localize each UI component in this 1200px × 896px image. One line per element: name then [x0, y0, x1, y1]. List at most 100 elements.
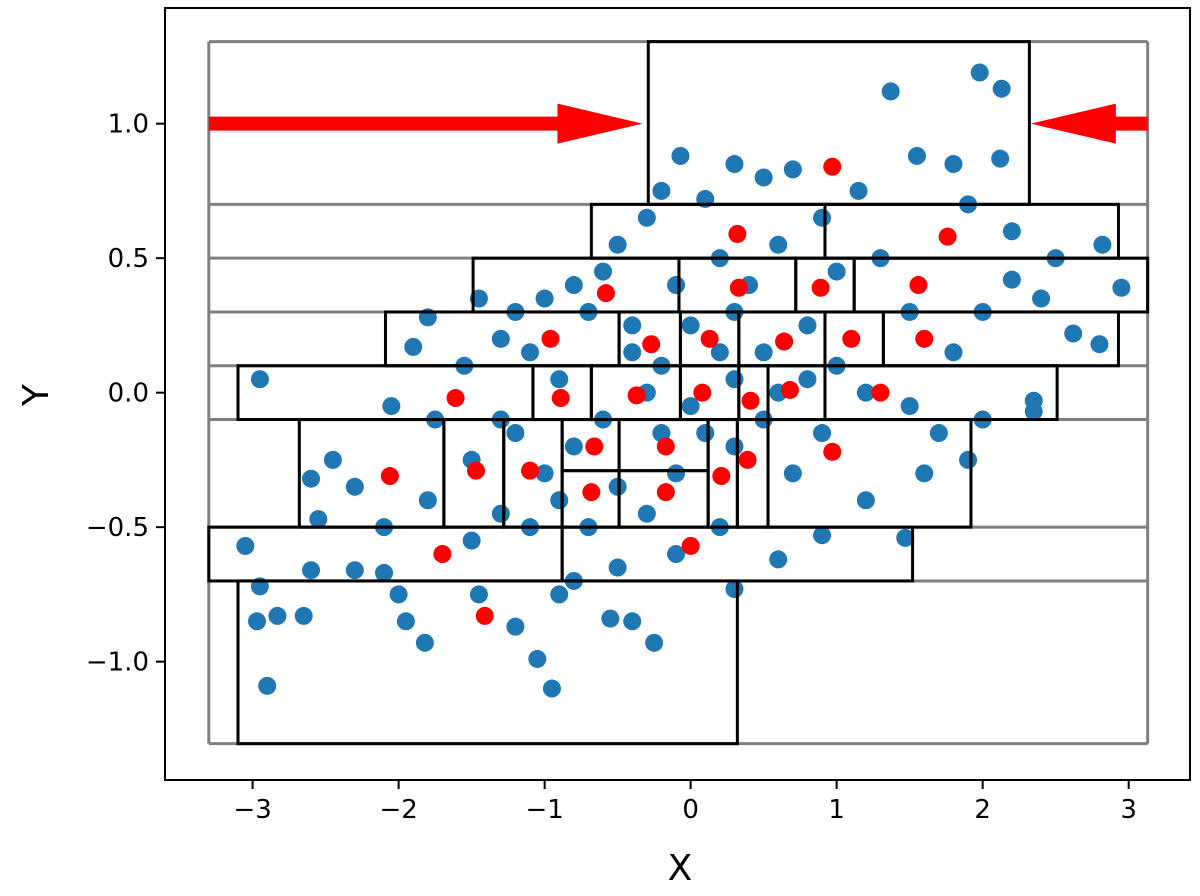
point	[541, 329, 560, 348]
point	[247, 612, 266, 631]
x-axis-label: X	[668, 848, 693, 889]
point	[775, 332, 794, 351]
point	[738, 450, 757, 469]
point	[521, 461, 540, 480]
point	[856, 383, 875, 402]
point	[813, 424, 832, 443]
point	[1002, 270, 1021, 289]
point	[729, 278, 748, 297]
point	[725, 155, 744, 174]
point	[637, 208, 656, 227]
point	[594, 262, 613, 281]
point	[345, 477, 364, 496]
point	[596, 284, 615, 303]
point	[623, 612, 642, 631]
point	[642, 335, 661, 354]
point	[849, 181, 868, 200]
point	[769, 235, 788, 254]
point	[823, 442, 842, 461]
y-tick-label: −1.0	[86, 648, 149, 678]
point	[938, 227, 957, 246]
x-tick-label: −2	[379, 795, 417, 825]
point	[637, 504, 656, 523]
y-tick-label: −0.5	[86, 513, 149, 543]
point	[1093, 235, 1112, 254]
x-tick-label: 2	[974, 795, 991, 825]
box	[852, 256, 1150, 314]
point	[681, 316, 700, 335]
point	[671, 146, 690, 165]
point	[627, 386, 646, 405]
point	[258, 676, 277, 695]
point	[462, 531, 481, 550]
point	[475, 606, 494, 625]
point	[681, 397, 700, 416]
plot-frame	[164, 7, 1191, 781]
point	[389, 585, 408, 604]
point	[550, 491, 569, 510]
point	[396, 612, 415, 631]
point	[309, 510, 328, 529]
point	[1090, 335, 1109, 354]
point	[798, 370, 817, 389]
point	[302, 469, 321, 488]
point	[1032, 289, 1051, 308]
point	[667, 464, 686, 483]
point	[944, 343, 963, 362]
point	[1024, 402, 1043, 421]
point	[1002, 222, 1021, 241]
point	[909, 276, 928, 295]
point	[382, 397, 401, 416]
point	[469, 585, 488, 604]
point	[528, 649, 547, 668]
point	[798, 316, 817, 335]
point	[446, 389, 465, 408]
point	[725, 580, 744, 599]
point	[823, 157, 842, 176]
y-tick-label: 0.5	[108, 244, 149, 274]
x-tick-label: 0	[682, 795, 699, 825]
point	[811, 278, 830, 297]
point	[667, 276, 686, 295]
box	[589, 202, 827, 260]
point	[754, 168, 773, 187]
point	[601, 609, 620, 628]
x-tick-label: −1	[525, 795, 563, 825]
point	[783, 160, 802, 179]
point	[506, 617, 525, 636]
point	[645, 633, 664, 652]
point	[710, 343, 729, 362]
point	[813, 526, 832, 545]
point	[623, 343, 642, 362]
point	[769, 550, 788, 569]
point	[856, 491, 875, 510]
point	[842, 329, 861, 348]
arrow	[208, 103, 643, 144]
point	[929, 424, 948, 443]
point	[551, 389, 570, 408]
point	[944, 155, 963, 174]
point	[250, 370, 269, 389]
point	[535, 464, 554, 483]
y-tick-label: 1.0	[108, 110, 149, 140]
point	[585, 437, 604, 456]
point	[915, 329, 934, 348]
x-tick-label: −3	[233, 795, 271, 825]
point	[491, 504, 510, 523]
point	[623, 316, 642, 335]
point	[404, 337, 423, 356]
point	[900, 397, 919, 416]
point	[491, 329, 510, 348]
point	[608, 558, 627, 577]
point	[780, 380, 799, 399]
point	[433, 545, 452, 564]
point	[896, 528, 915, 547]
point	[535, 289, 554, 308]
point	[652, 181, 671, 200]
point	[521, 343, 540, 362]
x-tick-label: 3	[1120, 795, 1137, 825]
point	[696, 424, 715, 443]
point	[915, 464, 934, 483]
point	[608, 235, 627, 254]
